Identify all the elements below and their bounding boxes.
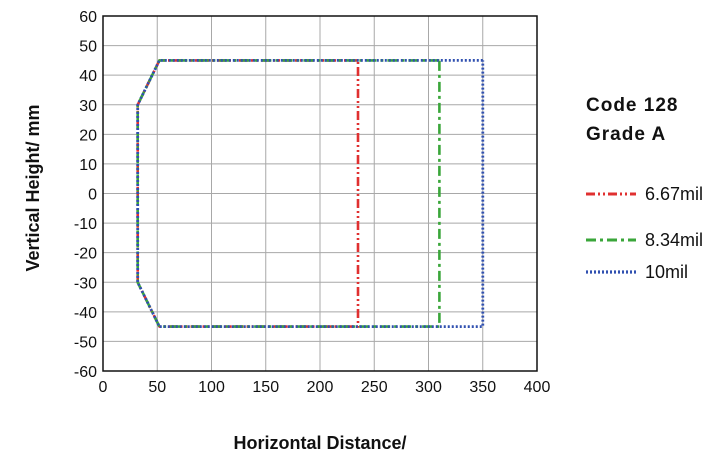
x-tick-label: 300	[415, 379, 442, 396]
y-tick-label: -20	[74, 246, 97, 263]
y-tick-label: -30	[74, 275, 97, 292]
plot-frame	[102, 15, 538, 372]
legend-heading-code: Code 128	[586, 95, 679, 116]
y-axis-title: Vertical Height/ mm	[23, 104, 43, 271]
y-tick-label: 30	[79, 98, 97, 115]
x-tick-label: 250	[361, 379, 388, 396]
x-tick-label: 200	[307, 379, 334, 396]
y-tick-label: 10	[79, 157, 97, 174]
grid	[102, 15, 538, 372]
y-tick-label: 40	[79, 68, 97, 85]
x-tick-label: 150	[252, 379, 279, 396]
series-layer	[136, 59, 485, 329]
x-axis-title: Horizontal Distance/	[233, 433, 406, 453]
legend-label: 6.67mil	[645, 184, 703, 204]
x-tick-label: 350	[469, 379, 496, 396]
x-tick-labels: 0 50 100 150 200 250 300 350 400	[99, 379, 551, 396]
y-tick-labels: 60 50 40 30 20 10 0 -10 -20 -30 -40 -50 -60	[74, 9, 97, 381]
legend-label: 8.34mil	[645, 230, 703, 250]
y-tick-label: -60	[74, 364, 97, 381]
legend: 6.67mil 8.34mil 10mil	[586, 184, 703, 282]
x-tick-label: 50	[148, 379, 166, 396]
y-tick-label: -10	[74, 216, 97, 233]
legend-label: 10mil	[645, 262, 688, 282]
y-tick-label: 50	[79, 39, 97, 56]
legend-heading-grade: Grade A	[586, 124, 667, 145]
x-tick-label: 100	[198, 379, 225, 396]
x-tick-label: 0	[99, 379, 108, 396]
y-tick-label: 0	[88, 187, 97, 204]
y-tick-label: 20	[79, 127, 97, 144]
y-tick-label: -50	[74, 334, 97, 351]
x-tick-label: 400	[524, 379, 551, 396]
y-tick-label: 60	[79, 9, 97, 26]
y-tick-label: -40	[74, 305, 97, 322]
series-line-8.34mil	[136, 59, 441, 328]
